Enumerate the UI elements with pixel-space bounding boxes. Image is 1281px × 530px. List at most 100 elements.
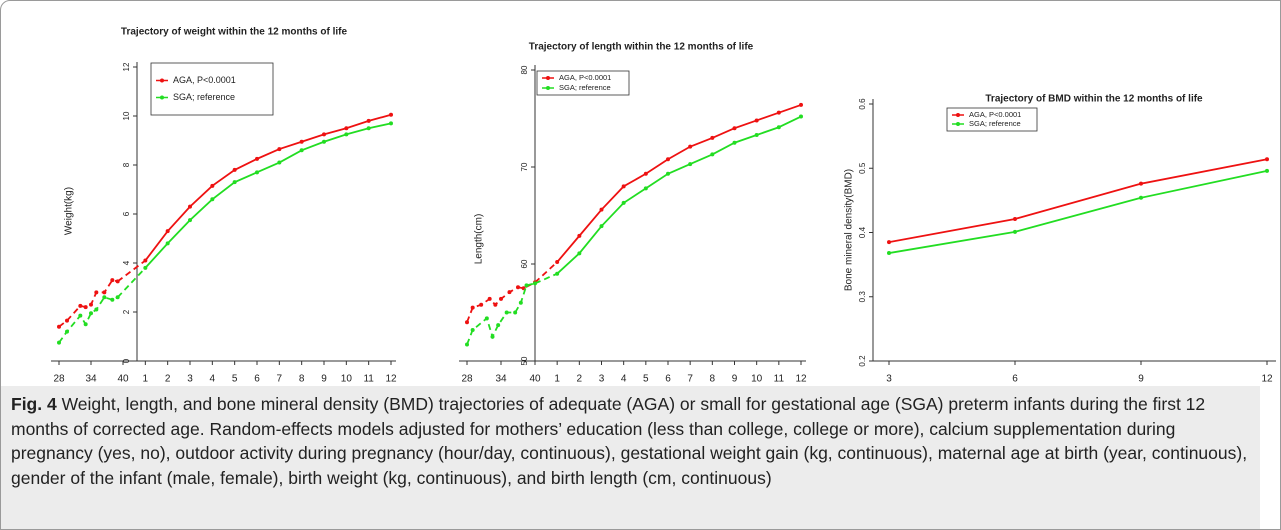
y-tick-label: 12 xyxy=(122,62,131,71)
data-point xyxy=(599,207,604,212)
data-point xyxy=(487,296,492,301)
data-point xyxy=(389,112,393,117)
data-point xyxy=(255,156,259,161)
chart-title: Trajectory of length within the 12 month… xyxy=(529,42,754,53)
data-point xyxy=(65,329,69,334)
data-point xyxy=(89,311,93,316)
data-point xyxy=(232,180,237,185)
y-tick-label: 0 xyxy=(122,358,131,363)
data-point xyxy=(65,318,69,323)
data-point xyxy=(110,297,115,302)
data-point xyxy=(255,170,259,175)
x2-tick-label: 7 xyxy=(687,374,693,385)
data-point xyxy=(143,265,148,270)
data-point xyxy=(389,121,393,126)
data-point xyxy=(277,147,282,152)
legend-marker xyxy=(956,113,960,117)
data-point xyxy=(577,233,582,238)
x2-tick-label: 4 xyxy=(621,374,627,385)
data-point xyxy=(1265,168,1269,173)
data-point xyxy=(513,310,518,315)
y-tick-label: 6 xyxy=(122,211,131,216)
data-point xyxy=(366,126,371,131)
x2-tick-label: 8 xyxy=(299,374,305,385)
data-point xyxy=(1013,217,1017,222)
data-point xyxy=(621,200,626,205)
x2-tick-label: 9 xyxy=(321,374,327,385)
connector xyxy=(534,261,558,284)
data-point xyxy=(799,102,803,107)
y-axis-label: Weight(kg) xyxy=(64,187,75,235)
data-point xyxy=(732,126,737,131)
y-tick-label: 0.4 xyxy=(858,226,867,238)
y-tick-label: 0.3 xyxy=(858,291,867,303)
x-tick-label: 40 xyxy=(117,374,129,385)
data-point xyxy=(1139,195,1143,200)
data-point xyxy=(666,171,670,176)
legend-marker xyxy=(160,95,164,100)
data-point xyxy=(524,283,529,288)
data-point xyxy=(666,157,670,162)
x-tick-label: 6 xyxy=(1012,374,1018,385)
legend-label: AGA, P<0.0001 xyxy=(559,73,611,82)
data-point xyxy=(366,118,371,123)
data-point xyxy=(643,186,648,191)
data-point xyxy=(621,184,626,189)
legend-box xyxy=(150,62,274,116)
data-point xyxy=(599,224,604,229)
data-point xyxy=(143,258,148,263)
x2-tick-label: 12 xyxy=(385,374,397,385)
data-point xyxy=(188,218,192,223)
x2-tick-label: 1 xyxy=(143,374,149,385)
data-point xyxy=(57,340,61,345)
legend-box xyxy=(536,70,630,96)
x2-tick-label: 3 xyxy=(187,374,193,385)
data-point xyxy=(83,305,88,310)
y-tick-label: 2 xyxy=(122,309,131,314)
data-point xyxy=(555,260,560,265)
x-tick-label: 34 xyxy=(495,374,507,385)
x2-tick-label: 2 xyxy=(165,374,171,385)
data-point xyxy=(710,135,715,140)
y-tick-label: 10 xyxy=(122,111,131,120)
y-tick-label: 0.2 xyxy=(858,355,867,367)
data-point xyxy=(299,148,304,153)
data-point xyxy=(490,334,495,339)
data-point xyxy=(496,323,501,328)
data-point xyxy=(115,295,120,300)
x2-tick-label: 6 xyxy=(665,374,671,385)
data-point xyxy=(499,296,503,301)
x2-tick-label: 10 xyxy=(341,374,353,385)
data-point xyxy=(102,295,107,300)
x-tick-label: 3 xyxy=(886,374,892,385)
chart-title: Trajectory of weight within the 12 month… xyxy=(121,27,348,38)
series-line xyxy=(556,115,802,275)
connector xyxy=(117,259,146,283)
data-point xyxy=(188,204,192,209)
data-point xyxy=(78,303,83,308)
data-point xyxy=(577,251,582,256)
data-point xyxy=(555,271,560,276)
x2-tick-label: 8 xyxy=(710,374,716,385)
data-point xyxy=(643,171,648,176)
x2-tick-label: 12 xyxy=(795,374,807,385)
x-tick-label: 28 xyxy=(53,374,65,385)
data-point xyxy=(322,139,326,144)
data-point xyxy=(299,139,304,144)
x-tick-label: 40 xyxy=(529,374,541,385)
legend-marker xyxy=(956,122,960,126)
connector xyxy=(534,272,558,285)
data-point xyxy=(78,313,83,318)
data-point xyxy=(232,167,237,172)
series-line xyxy=(888,169,1268,254)
x2-tick-label: 7 xyxy=(277,374,283,385)
series-line xyxy=(144,113,392,262)
y-tick-label: 0.5 xyxy=(858,162,867,174)
caption-text: Weight, length, and bone mineral density… xyxy=(11,394,1248,488)
y-axis-label: Length(cm) xyxy=(474,214,485,265)
data-point xyxy=(688,162,693,167)
x2-tick-label: 6 xyxy=(254,374,260,385)
data-point xyxy=(470,327,475,332)
data-point xyxy=(799,114,803,119)
